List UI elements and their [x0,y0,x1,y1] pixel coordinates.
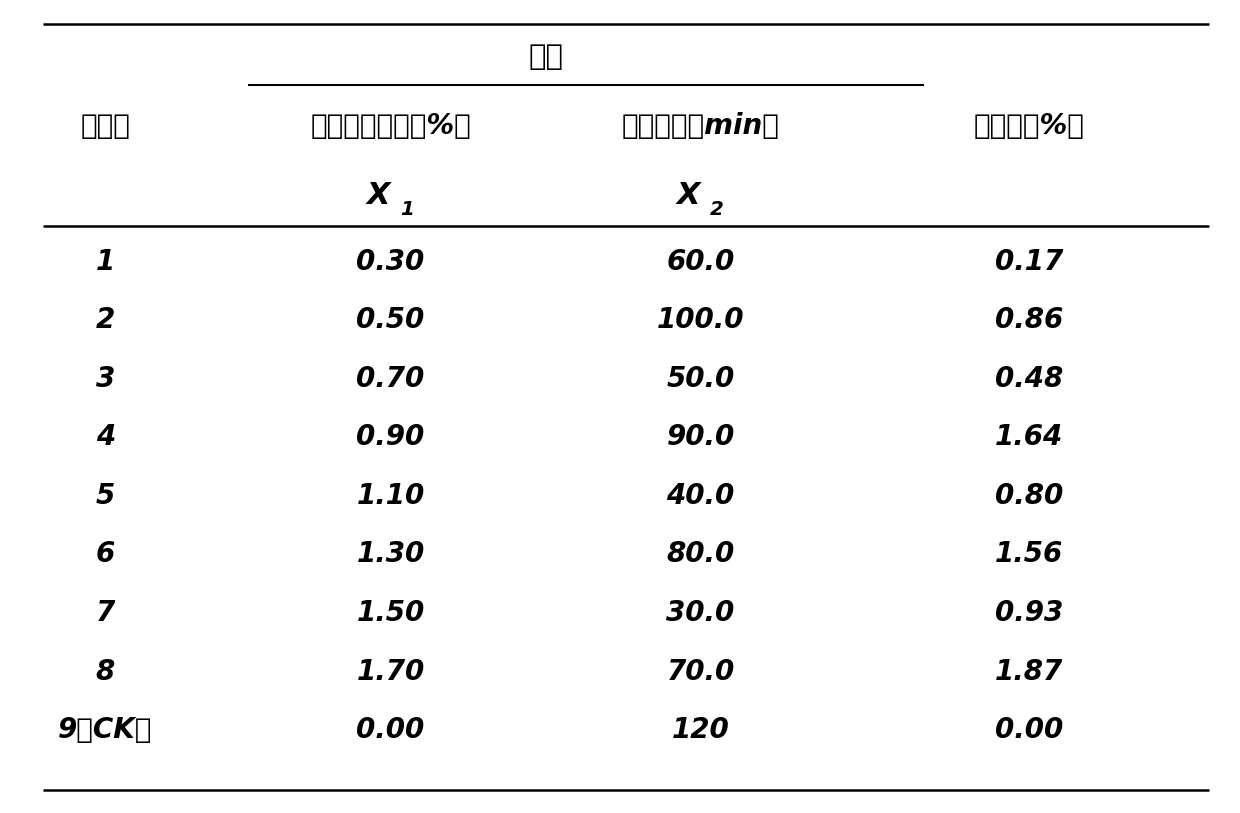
Text: 6: 6 [95,541,115,568]
Text: 0.90: 0.90 [356,424,425,451]
Text: 处理号: 处理号 [81,112,130,140]
Text: 80.0: 80.0 [666,541,735,568]
Text: 甲基磺酸乙酯（%）: 甲基磺酸乙酯（%） [310,112,471,140]
Text: 9（CK）: 9（CK） [58,716,153,744]
Text: 8: 8 [95,658,115,685]
Text: 0.50: 0.50 [356,307,425,334]
Text: 1: 1 [399,200,414,220]
Text: 0.80: 0.80 [994,482,1064,510]
Text: X: X [677,180,699,210]
Text: 因素: 因素 [528,43,563,71]
Text: 1: 1 [95,248,115,276]
Text: 2: 2 [95,307,115,334]
Text: 浸泡时间（min）: 浸泡时间（min） [621,112,780,140]
Text: 7: 7 [95,599,115,627]
Text: 2: 2 [709,200,724,220]
Text: 0.30: 0.30 [356,248,425,276]
Text: 100.0: 100.0 [657,307,744,334]
Text: 120: 120 [672,716,729,744]
Text: 1.87: 1.87 [994,658,1064,685]
Text: 1.56: 1.56 [994,541,1064,568]
Text: X: X [367,180,389,210]
Text: 5: 5 [95,482,115,510]
Text: 30.0: 30.0 [666,599,735,627]
Text: 0.00: 0.00 [356,716,425,744]
Text: 0.48: 0.48 [994,365,1064,393]
Text: 1.70: 1.70 [356,658,425,685]
Text: 70.0: 70.0 [666,658,735,685]
Text: 0.17: 0.17 [994,248,1064,276]
Text: 0.93: 0.93 [994,599,1064,627]
Text: 90.0: 90.0 [666,424,735,451]
Text: 1.50: 1.50 [356,599,425,627]
Text: 4: 4 [95,424,115,451]
Text: 0.00: 0.00 [994,716,1064,744]
Text: 60.0: 60.0 [666,248,735,276]
Text: 3: 3 [95,365,115,393]
Text: 40.0: 40.0 [666,482,735,510]
Text: 50.0: 50.0 [666,365,735,393]
Text: 1.10: 1.10 [356,482,425,510]
Text: 突变率（%）: 突变率（%） [973,112,1085,140]
Text: 0.70: 0.70 [356,365,425,393]
Text: 1.30: 1.30 [356,541,425,568]
Text: 1.64: 1.64 [994,424,1064,451]
Text: 0.86: 0.86 [994,307,1064,334]
